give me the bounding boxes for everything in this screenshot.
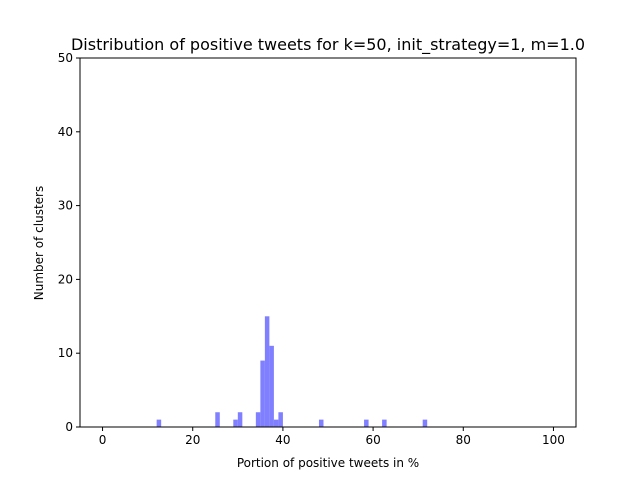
x-tick-label: 100 — [542, 433, 565, 447]
histogram-bar — [382, 419, 387, 427]
y-tick-label: 30 — [58, 199, 73, 213]
x-tick-label: 80 — [456, 433, 471, 447]
histogram-bar — [318, 419, 324, 427]
y-axis-label: Number of clusters — [32, 186, 46, 300]
histogram-bar — [264, 316, 270, 427]
x-tick-label: 0 — [99, 433, 107, 447]
x-tick-label: 40 — [275, 433, 290, 447]
histogram-bar — [255, 412, 261, 427]
histogram-bar — [233, 419, 238, 427]
plot-frame — [79, 57, 577, 428]
histogram-bar — [237, 412, 243, 427]
y-tick-label: 20 — [58, 272, 73, 286]
histogram-bar — [364, 419, 369, 427]
x-axis-ticks: 0 20 40 60 80 100 — [99, 427, 565, 447]
histogram-bar — [273, 419, 279, 427]
y-tick-label: 0 — [65, 420, 73, 434]
y-tick-label: 50 — [58, 51, 73, 65]
histogram-bar — [260, 360, 265, 427]
histogram-bar — [278, 412, 283, 427]
x-axis-label: Portion of positive tweets in % — [237, 456, 419, 470]
histogram-bar — [156, 419, 162, 427]
histogram-bar — [215, 412, 220, 427]
x-tick-label: 60 — [365, 433, 380, 447]
histogram-bar — [422, 419, 428, 427]
y-tick-label: 40 — [58, 125, 73, 139]
x-tick-label: 20 — [185, 433, 200, 447]
bar-group — [156, 316, 428, 427]
chart-title: Distribution of positive tweets for k=50… — [71, 35, 585, 55]
histogram-bar — [269, 345, 274, 427]
y-tick-label: 10 — [58, 346, 73, 360]
y-axis-ticks: 0 10 20 30 40 50 — [58, 51, 80, 434]
